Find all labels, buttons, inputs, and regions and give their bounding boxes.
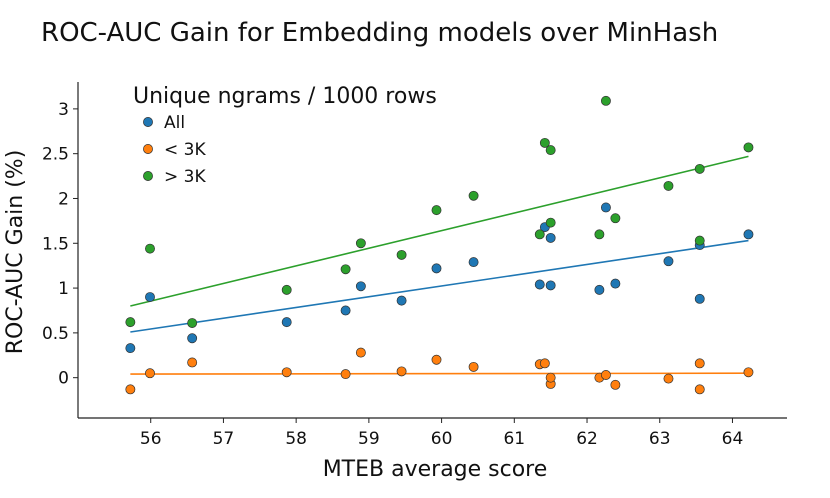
data-point-gt-3k [545,145,556,156]
data-point-all [468,257,479,268]
legend-label-all: All [164,113,185,133]
x-tick-label: 59 [358,429,380,449]
data-point-gt-3k [125,317,136,328]
y-tick-label: 1 [58,279,69,299]
y-tick-label: 1.5 [42,234,69,254]
data-point-gt-3k [610,213,621,224]
x-tick-label: 63 [649,429,671,449]
data-point-lt-3k [610,379,621,390]
data-point-lt-3k [281,367,292,378]
x-tick-label: 61 [503,429,525,449]
trend-line-gt-3k [130,155,749,307]
data-point-lt-3k [694,384,705,395]
x-axis-ticks: 56 57 58 59 60 61 62 63 64 [140,418,743,449]
data-point-lt-3k [187,357,198,368]
data-point-all [281,317,292,328]
data-point-gt-3k [534,229,545,240]
y-tick-label: 2.5 [42,145,69,165]
legend-marker-lt-3k [143,144,153,154]
data-point-gt-3k [355,238,366,249]
x-tick-label: 57 [213,429,235,449]
data-point-gt-3k [396,249,407,260]
data-point-gt-3k [431,205,442,216]
data-point-gt-3k [281,284,292,295]
legend-label-gt-3k: > 3K [164,167,206,187]
data-point-gt-3k [600,95,611,106]
data-point-lt-3k [539,358,550,369]
data-point-lt-3k [125,384,136,395]
data-point-gt-3k [545,217,556,228]
legend-title: Unique ngrams / 1000 rows [133,84,437,109]
data-point-gt-3k [743,142,754,153]
x-tick-label: 62 [576,429,598,449]
x-axis-label: MTEB average score [323,457,548,482]
data-point-lt-3k [396,366,407,377]
data-point-gt-3k [145,243,155,254]
y-tick-label: 3 [58,100,69,120]
y-axis-label: ROC-AUC Gain (%) [3,150,28,355]
data-point-lt-3k [600,370,611,380]
data-point-all [187,333,198,344]
data-point-lt-3k [145,368,155,379]
data-point-gt-3k [468,190,479,201]
y-tick-label: 0.5 [42,324,69,344]
data-point-all [600,202,611,213]
data-point-all [431,263,442,274]
data-point-lt-3k [663,373,674,384]
y-tick-label: 0 [58,369,69,389]
plot-area [125,95,754,395]
y-axis-ticks: 0 0.5 1 1.5 2 2.5 3 [42,100,78,389]
x-tick-label: 58 [285,429,307,449]
data-point-all [663,256,674,267]
data-point-lt-3k [431,354,442,365]
legend-label-lt-3k: < 3K [164,140,206,160]
data-point-lt-3k [694,358,705,369]
data-point-lt-3k [468,361,479,372]
legend: Unique ngrams / 1000 rows All < 3K > 3K [133,84,437,187]
data-point-all [125,343,136,354]
data-point-all [545,232,556,243]
x-tick-label: 56 [140,429,162,449]
data-point-lt-3k [743,367,754,378]
chart-title: ROC-AUC Gain for Embedding models over M… [41,18,718,48]
data-point-gt-3k [694,235,705,246]
x-tick-label: 64 [722,429,744,449]
data-point-all [534,279,545,290]
data-point-gt-3k [340,264,351,275]
data-point-lt-3k [340,369,351,380]
data-point-gt-3k [694,163,705,174]
data-point-gt-3k [187,318,198,328]
data-point-gt-3k [594,229,605,240]
data-point-all [545,280,556,291]
data-point-lt-3k [545,372,556,383]
data-point-gt-3k [663,180,674,191]
data-point-all [594,284,605,295]
legend-marker-gt-3k [143,171,153,181]
trend-line-all [130,239,749,333]
data-point-all [610,278,621,289]
data-point-all [145,292,155,302]
data-point-all [355,281,366,292]
legend-items: All < 3K > 3K [143,113,206,187]
data-point-all [694,293,705,304]
data-point-gt-3k [539,137,550,148]
x-tick-label: 60 [431,429,453,449]
data-point-all [396,295,407,306]
legend-marker-all [143,117,153,127]
trend-line-lt-3k [130,372,749,375]
y-tick-label: 2 [58,189,69,209]
data-point-lt-3k [355,347,366,358]
data-point-all [340,305,351,316]
data-point-all [743,229,754,240]
